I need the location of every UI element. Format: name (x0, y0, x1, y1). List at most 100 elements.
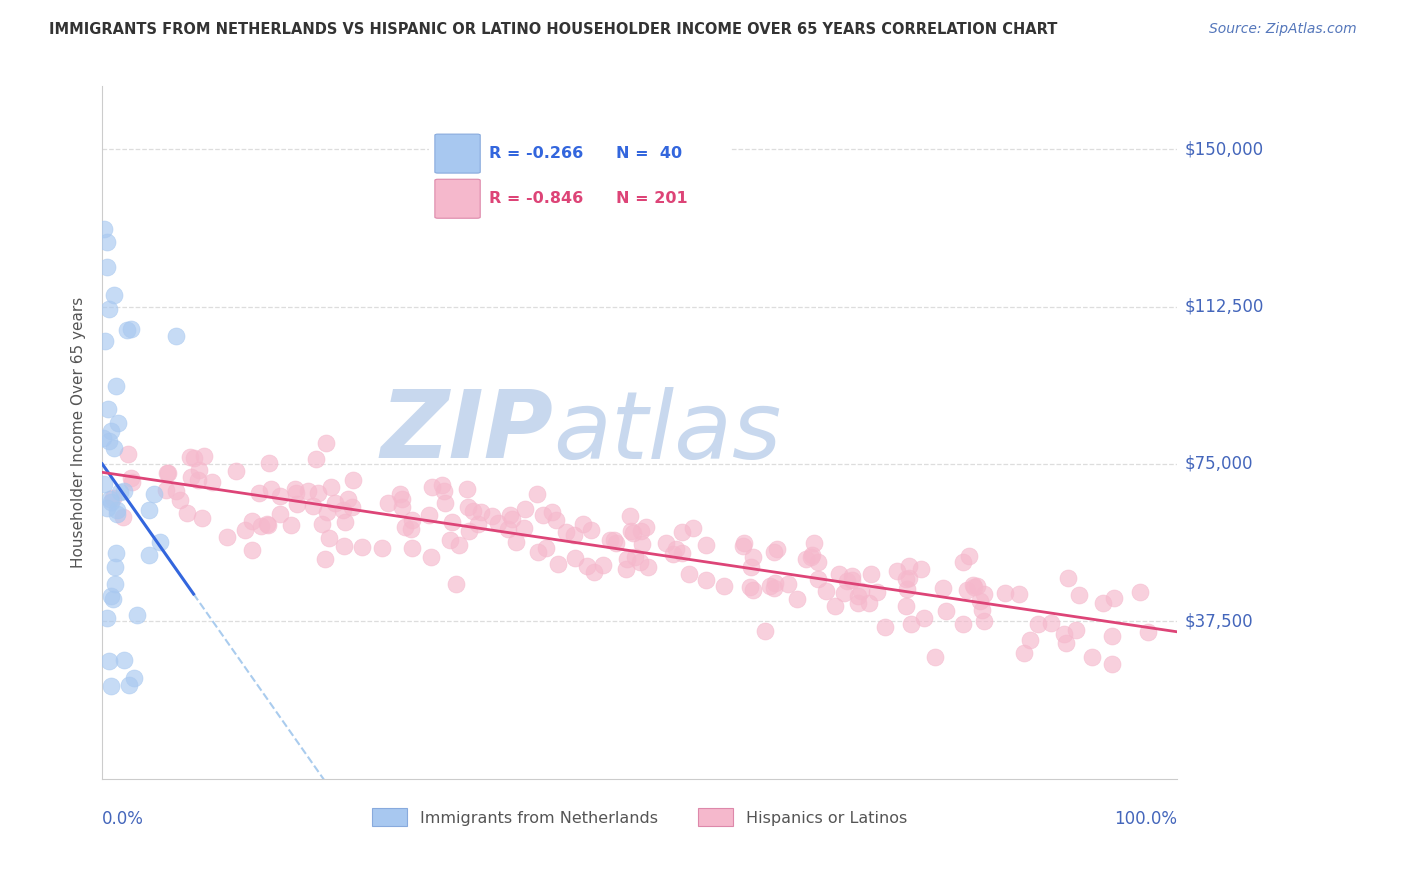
Point (759, 579, 782, 593)
Point (931, 581, 953, 595)
Point (624, 549, 647, 564)
Point (846, 596, 869, 610)
Point (555, 524, 578, 539)
Point (138, 548, 160, 562)
Point (318, 531, 340, 545)
Point (1137, 625, 1160, 640)
Point (97, 434, 120, 448)
Point (900, 617, 922, 632)
Point (695, 537, 717, 551)
Point (315, 435, 337, 450)
Point (498, 508, 520, 522)
Point (257, 456, 280, 470)
Text: $37,500: $37,500 (1185, 612, 1254, 631)
Point (100, 495, 122, 509)
Point (762, 582, 785, 596)
Point (470, 505, 492, 519)
Point (794, 552, 817, 566)
Text: atlas: atlas (554, 387, 782, 478)
Point (966, 579, 988, 593)
Point (247, 486, 270, 500)
Point (319, 480, 342, 494)
Point (97, 654, 120, 668)
Point (678, 566, 700, 581)
Point (444, 576, 467, 591)
Point (776, 577, 799, 591)
Point (579, 524, 602, 538)
Point (307, 485, 329, 500)
Point (399, 521, 422, 535)
Point (422, 480, 444, 494)
Point (740, 559, 762, 574)
Legend: Immigrants from Netherlands, Hispanics or Latinos: Immigrants from Netherlands, Hispanics o… (366, 802, 914, 833)
Point (96, 500, 118, 515)
Point (285, 486, 308, 500)
Point (120, 471, 142, 485)
Point (488, 516, 510, 530)
Point (180, 470, 202, 484)
Point (513, 520, 536, 534)
Point (841, 573, 863, 587)
Point (636, 520, 658, 534)
Point (733, 536, 755, 550)
Point (956, 583, 979, 598)
Point (120, 322, 142, 336)
Point (433, 483, 456, 498)
Point (240, 514, 263, 528)
Point (96, 260, 118, 274)
Point (103, 288, 125, 302)
Point (156, 466, 179, 480)
Text: 0.0%: 0.0% (103, 810, 143, 828)
Point (127, 608, 149, 623)
Point (456, 483, 478, 497)
Y-axis label: Householder Income Over 65 years: Householder Income Over 65 years (72, 297, 86, 568)
Point (531, 508, 554, 522)
Point (969, 594, 991, 608)
Point (100, 679, 122, 693)
Point (257, 517, 280, 532)
Point (800, 549, 823, 564)
Point (972, 603, 994, 617)
Point (201, 475, 224, 489)
Point (786, 592, 808, 607)
Point (1081, 649, 1104, 664)
Point (896, 582, 918, 597)
Point (1102, 591, 1125, 605)
Point (754, 624, 776, 638)
Point (107, 417, 129, 431)
Point (763, 576, 786, 591)
Point (814, 584, 837, 599)
Point (98, 492, 121, 507)
Point (256, 517, 278, 532)
Point (104, 577, 127, 591)
Point (447, 538, 470, 552)
Point (800, 548, 823, 562)
Point (924, 650, 946, 665)
Point (418, 508, 440, 522)
Text: 100.0%: 100.0% (1114, 810, 1177, 828)
FancyBboxPatch shape (434, 179, 481, 219)
Text: ZIP: ZIP (381, 386, 554, 478)
Point (505, 535, 527, 549)
Point (540, 505, 562, 519)
Point (571, 516, 593, 531)
Point (105, 503, 128, 517)
Point (117, 447, 139, 461)
Point (1092, 596, 1115, 610)
Point (682, 521, 704, 535)
Point (897, 558, 920, 573)
Point (179, 450, 201, 464)
Point (513, 502, 536, 516)
Point (742, 549, 765, 564)
Point (297, 483, 319, 498)
Point (841, 569, 863, 583)
Point (1129, 585, 1152, 599)
Point (169, 493, 191, 508)
Point (713, 579, 735, 593)
Point (420, 549, 443, 564)
Point (807, 555, 830, 569)
Point (762, 545, 785, 559)
Point (1064, 623, 1087, 637)
Point (305, 452, 328, 467)
Point (894, 573, 917, 587)
